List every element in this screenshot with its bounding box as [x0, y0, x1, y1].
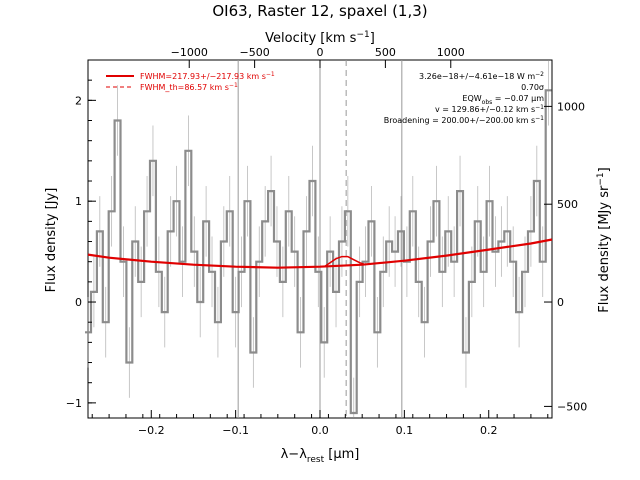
annotation-flux: 3.26e−18+/−4.61e−18 W m−2: [419, 71, 544, 81]
reference-lines: [237, 60, 403, 418]
top-tick-label: −1000: [171, 46, 208, 59]
right-tick-label: −500: [557, 400, 587, 413]
x-tick-label: 0.2: [480, 424, 498, 437]
annotation-sigma: 0.70σ: [521, 83, 544, 92]
annotation-velocity: v = 129.86+/−0.12 km s−1: [435, 104, 544, 114]
top-tick-label: 1000: [437, 46, 465, 59]
axis-ticks: −0.2 −0.1 0.0 0.1 0.2 −1 0 1 2 −1000 −500 0 500 1000 −…: [66, 46, 587, 437]
x-tick-label: −0.1: [222, 424, 249, 437]
x-axis-label: λ−λrest [μm]: [281, 447, 360, 465]
right-tick-label: 1000: [557, 100, 585, 113]
fit-series: [87, 238, 553, 269]
continuum-fit-line: [87, 238, 553, 269]
legend: FWHM=217.93+/−217.93 km s−1 FWHM_th=86.5…: [106, 71, 275, 92]
plot-area: −0.2 −0.1 0.0 0.1 0.2 −1 0 1 2 −1000 −500 0 500 1000 −…: [66, 46, 587, 437]
y-tick-label: 2: [75, 94, 82, 107]
x-tick-label: −0.2: [138, 424, 165, 437]
y-tick-label: 1: [75, 195, 82, 208]
right-tick-label: 0: [557, 296, 564, 309]
top-tick-label: 0: [317, 46, 324, 59]
y-tick-label: 0: [75, 296, 82, 309]
annotation-eqw: EQWobs = −0.07 μm: [462, 94, 544, 106]
right-tick-label: 500: [557, 198, 578, 211]
y-axis-label: Flux density [Jy]: [44, 188, 59, 293]
chart-title: OI63, Raster 12, spaxel (1,3): [212, 2, 427, 20]
right-axis-label: Flux density [MJy sr−1]: [596, 167, 612, 312]
top-tick-label: −500: [240, 46, 270, 59]
line-fit-line: [323, 255, 366, 268]
y-tick-label: −1: [66, 397, 82, 410]
annotation-broadening: Broadening = 200.00+/−200.00 km s−1: [384, 115, 544, 125]
top-axis-label: Velocity [km s−1]: [265, 30, 375, 46]
legend-label-fwhm-th: FWHM_th=86.57 km s−1: [140, 82, 238, 92]
x-tick-label: 0.0: [311, 424, 329, 437]
top-tick-label: 500: [375, 46, 396, 59]
spectrum-series: [85, 60, 552, 418]
legend-label-fwhm: FWHM=217.93+/−217.93 km s−1: [140, 71, 275, 81]
x-tick-label: 0.1: [396, 424, 414, 437]
spectrum-line: [85, 89, 552, 415]
annotations: 3.26e−18+/−4.61e−18 W m−2 0.70σ EQWobs =…: [384, 71, 544, 125]
